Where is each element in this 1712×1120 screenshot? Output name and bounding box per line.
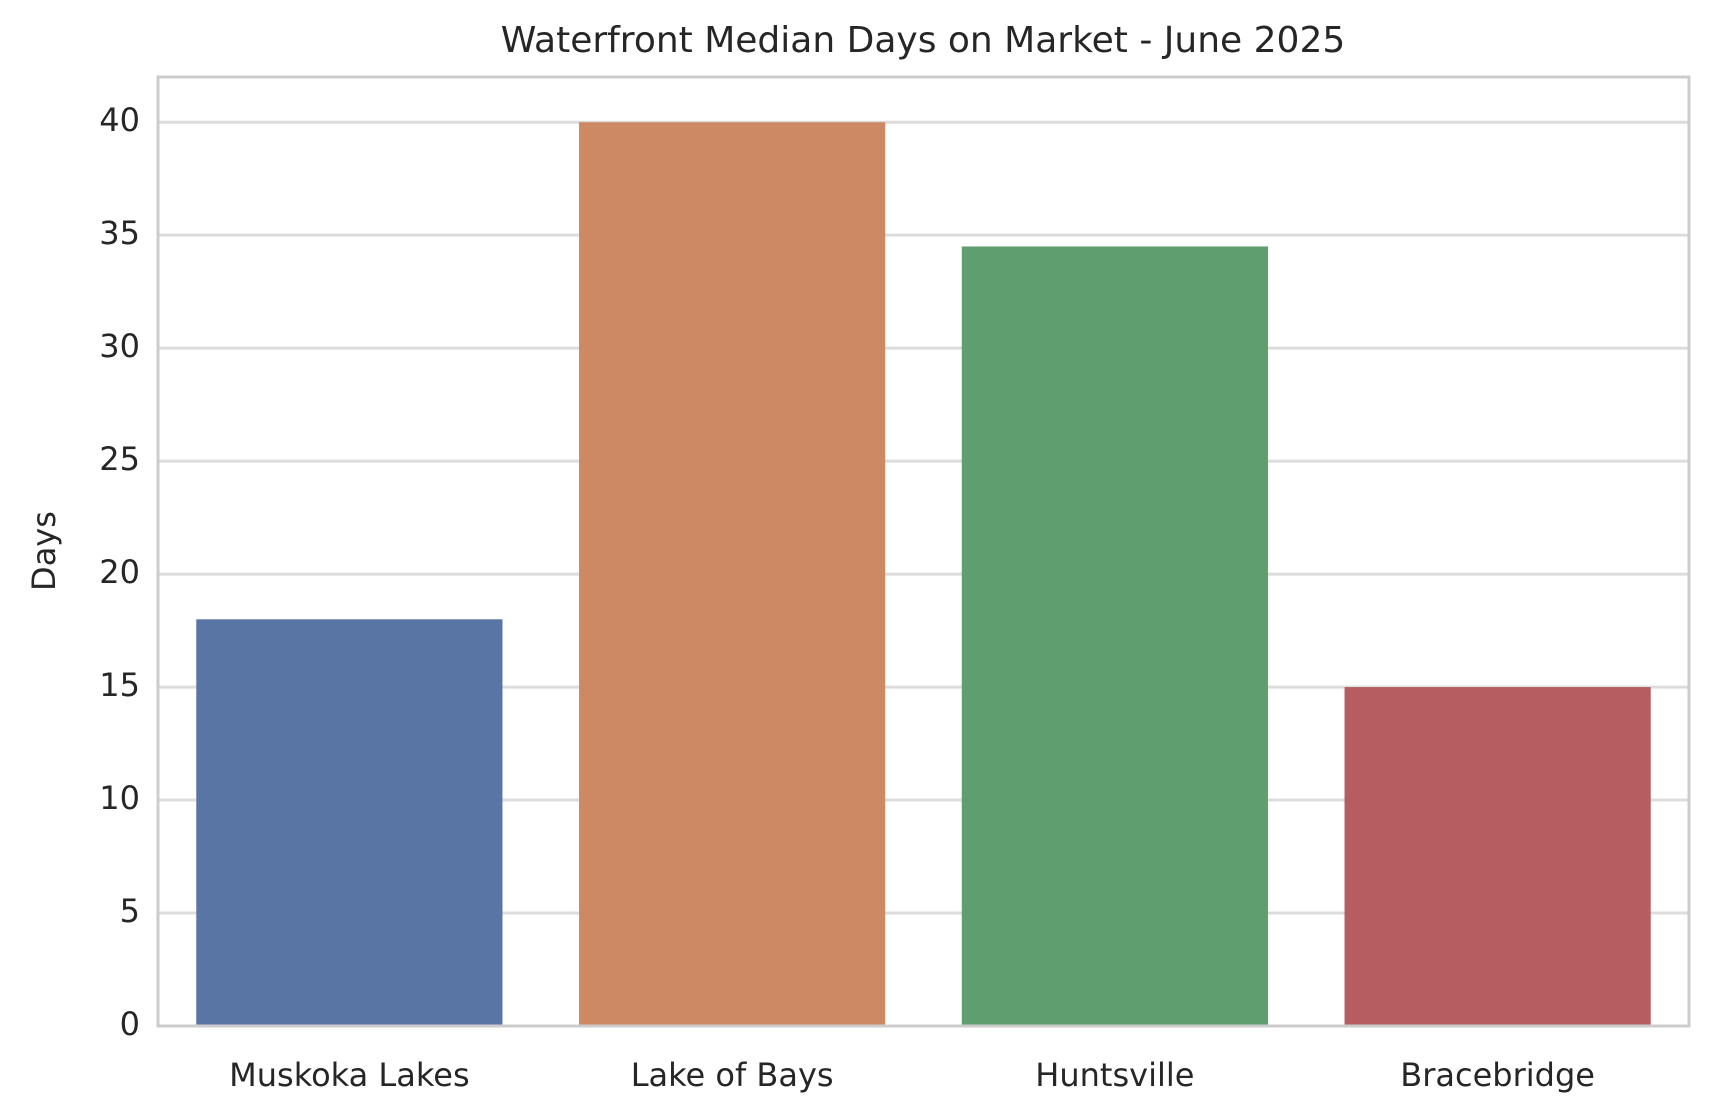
x-tick-label: Muskoka Lakes: [229, 1056, 469, 1094]
y-tick-label: 5: [120, 892, 140, 930]
y-axis-label: Days: [25, 511, 63, 591]
y-tick-label: 35: [99, 214, 140, 252]
plot-frame: [156, 75, 1691, 1028]
chart-title: Waterfront Median Days on Market - June …: [501, 20, 1346, 61]
bar: [1344, 687, 1651, 1026]
y-tick-label: 25: [99, 440, 140, 478]
y-tick-label: 10: [99, 779, 140, 817]
y-tick-label: 15: [99, 666, 140, 704]
x-tick-label: Bracebridge: [1400, 1056, 1595, 1094]
y-tick-label: 0: [120, 1005, 140, 1043]
bar: [579, 122, 886, 1026]
x-tick-label: Lake of Bays: [631, 1056, 834, 1094]
bar: [961, 246, 1268, 1026]
bar: [196, 619, 503, 1026]
x-tick-label: Huntsville: [1035, 1056, 1194, 1094]
y-tick-label: 20: [99, 553, 140, 591]
y-tick-label: 40: [99, 101, 140, 139]
y-tick-label: 30: [99, 327, 140, 365]
